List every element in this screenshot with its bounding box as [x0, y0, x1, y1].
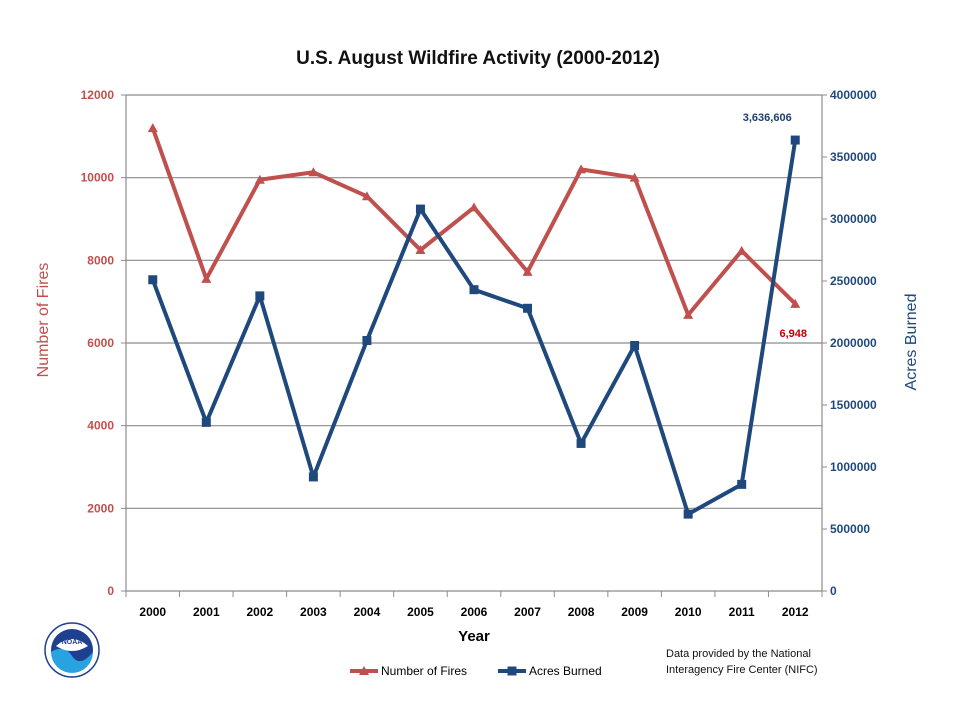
x-tick-label: 2009	[621, 605, 648, 619]
data-point	[308, 472, 318, 482]
legend: Number of Fires Acres Burned	[350, 664, 602, 678]
y-right-tick-label: 500000	[830, 522, 870, 536]
data-label: 6,948	[779, 328, 807, 340]
y-right-tick-label: 2000000	[830, 336, 877, 350]
legend-label: Acres Burned	[529, 664, 602, 678]
data-point	[415, 245, 426, 254]
data-point	[576, 164, 587, 174]
legend-swatch-marker	[507, 666, 517, 676]
data-point	[147, 123, 158, 133]
data-point	[683, 309, 694, 319]
x-tick-label: 2012	[782, 605, 809, 619]
data-point	[630, 340, 640, 350]
x-tick-label: 2003	[300, 605, 327, 619]
data-point	[469, 285, 479, 295]
data-point	[523, 303, 533, 313]
x-tick-label: 2000	[139, 605, 166, 619]
y-left-tick-label: 6000	[87, 336, 114, 350]
legend-swatch-marker	[359, 666, 369, 675]
y-axis-right-title: Acres Burned	[903, 294, 920, 391]
source-line-2: Interagency Fire Center (NIFC)	[666, 664, 818, 676]
x-tick-label: 2007	[514, 605, 541, 619]
y-right-tick-label: 1500000	[830, 398, 877, 412]
y-left-tick-label: 4000	[87, 419, 114, 433]
x-tick-label: 2001	[193, 605, 220, 619]
x-tick-label: 2004	[354, 605, 381, 619]
data-point	[522, 266, 533, 276]
x-tick-label: 2006	[461, 605, 488, 619]
data-point	[201, 417, 211, 427]
y-left-tick-label: 0	[107, 584, 114, 598]
data-point	[308, 167, 319, 177]
data-point	[415, 204, 425, 214]
series-layer: 6,948 3,636,606	[147, 112, 807, 519]
data-point	[148, 275, 158, 285]
data-point	[255, 291, 265, 301]
y-right-tick-label: 4000000	[830, 88, 877, 102]
data-point	[254, 174, 265, 184]
data-point	[683, 509, 693, 519]
x-tick-label: 2002	[246, 605, 273, 619]
y-left-tick-label: 12000	[81, 88, 115, 102]
chart-title: U.S. August Wildfire Activity (2000-2012…	[296, 48, 660, 69]
data-point	[201, 273, 212, 283]
logo-sea	[51, 648, 93, 673]
legend-item: Number of Fires	[350, 664, 467, 678]
x-axis-title: Year	[458, 628, 490, 645]
legend-label: Number of Fires	[381, 664, 467, 678]
axes-layer: 0 2000 4000 6000 8000 10000 12000 0 500000 100000…	[81, 88, 877, 619]
data-label: 3,636,606	[743, 112, 792, 124]
y-left-tick-label: 10000	[81, 171, 115, 185]
x-tick-label: 2008	[568, 605, 595, 619]
data-point	[736, 245, 747, 255]
noaa-logo: NOAA	[44, 622, 100, 678]
x-tick-label: 2011	[729, 605, 755, 619]
grid-layer	[126, 94, 822, 509]
y-right-tick-label: 0	[830, 584, 837, 598]
data-point	[790, 135, 800, 145]
series-1: 3,636,606	[148, 112, 800, 519]
y-axis-left-title: Number of Fires	[35, 263, 52, 378]
logo-text: NOAA	[62, 639, 83, 646]
series-0: 6,948	[147, 123, 807, 340]
data-point	[629, 172, 640, 182]
y-right-tick-label: 3000000	[830, 212, 877, 226]
data-point	[361, 191, 372, 201]
data-point	[576, 438, 586, 448]
legend-item: Acres Burned	[498, 664, 602, 678]
y-left-tick-label: 2000	[87, 501, 114, 515]
x-tick-label: 2010	[675, 605, 702, 619]
data-point	[790, 298, 801, 308]
y-right-tick-label: 1000000	[830, 460, 877, 474]
data-point	[469, 202, 479, 212]
y-right-tick-label: 2500000	[830, 274, 877, 288]
logo-bird	[56, 639, 88, 651]
y-left-tick-label: 8000	[87, 253, 114, 267]
x-tick-label: 2005	[407, 605, 434, 619]
y-right-tick-label: 3500000	[830, 150, 877, 164]
data-point	[737, 479, 747, 489]
source-line-1: Data provided by the National	[666, 648, 811, 660]
source-note: Data provided by the National Interagenc…	[666, 646, 818, 678]
data-point	[362, 336, 372, 346]
